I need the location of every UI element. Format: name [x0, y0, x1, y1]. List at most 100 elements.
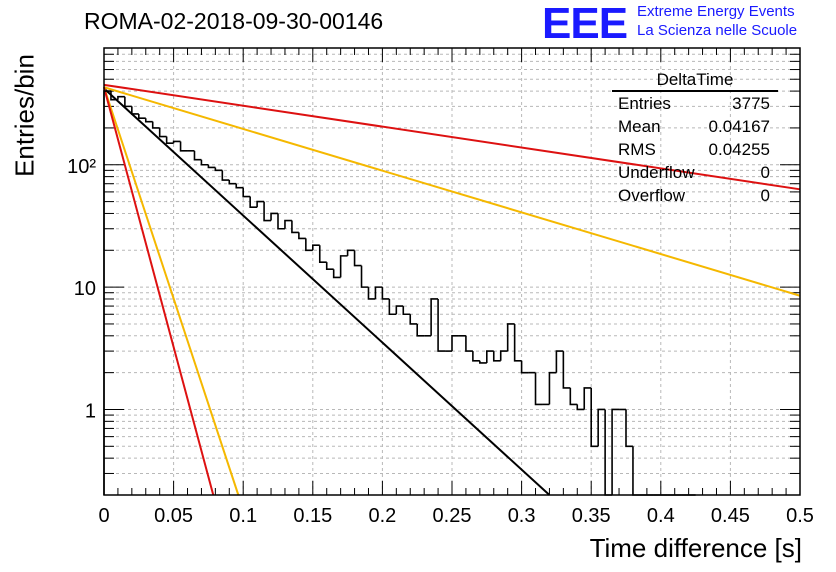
- histogram-bin: [492, 351, 501, 362]
- stats-box: DeltaTime Entries 3775 Mean 0.04167 RMS 0.0…: [612, 70, 778, 207]
- logo-line-2: La Scienza nelle Scuole: [637, 22, 798, 39]
- histogram-bin: [604, 409, 613, 496]
- histogram-bin: [611, 408, 620, 495]
- fit-lines: [103, 83, 801, 496]
- histogram-bin: [437, 298, 446, 352]
- histogram-bin: [534, 372, 543, 406]
- stats-value: 0.04167: [708, 117, 770, 136]
- stats-title: DeltaTime: [612, 70, 778, 92]
- histogram-bin: [332, 269, 341, 279]
- histogram-bin: [325, 262, 334, 271]
- histogram-bin: [193, 150, 202, 161]
- histogram-bin: [235, 183, 244, 189]
- histogram-bin: [590, 387, 599, 448]
- axis-ticks: [103, 47, 801, 496]
- logo-line-1: Extreme Energy Events: [637, 3, 795, 20]
- stats-row-overflow: Overflow 0: [612, 184, 778, 207]
- stats-label: Underflow: [618, 163, 695, 182]
- histogram-bin: [312, 244, 320, 251]
- histogram-bin: [256, 200, 265, 208]
- histogram-bin: [151, 121, 160, 129]
- histogram-bin: [249, 196, 258, 208]
- histogram-bin: [172, 140, 181, 144]
- histogram-bin: [284, 219, 292, 229]
- histogram-bin: [228, 180, 237, 185]
- stats-row-underflow: Underflow 0: [612, 161, 778, 184]
- fit-line: [103, 83, 801, 191]
- histogram-bin: [339, 255, 348, 278]
- x-tick-label: 0.15: [293, 505, 332, 527]
- histogram-bin: [291, 220, 299, 234]
- histogram-bin: [144, 118, 153, 123]
- histogram-bin: [562, 351, 571, 389]
- x-tick-label: 0.5: [786, 505, 814, 527]
- stats-label: Overflow: [618, 186, 686, 205]
- histogram-bin: [367, 287, 376, 300]
- x-tick-labels: 0 0.05 0.1 0.15 0.2 0.25 0.3 0.35 0.4 0.45 0.5: [98, 505, 813, 527]
- histogram-bin: [131, 106, 139, 115]
- histogram-bin: [110, 91, 118, 101]
- histogram-bin: [513, 323, 522, 362]
- histogram-bin: [520, 360, 529, 374]
- fit-line: [103, 86, 240, 496]
- histogram-bin: [318, 245, 327, 263]
- histogram-bin: [221, 170, 230, 181]
- x-tick-label: 0.35: [572, 505, 611, 527]
- histogram-bin: [388, 298, 397, 316]
- stats-value: 0: [760, 163, 770, 182]
- stats-value: 0.04255: [708, 140, 770, 159]
- histogram-bin: [625, 409, 633, 448]
- histogram-bin: [179, 141, 188, 152]
- chart-title: ROMA-02-2018-09-30-00146: [84, 8, 384, 34]
- x-tick-label: 0.25: [433, 505, 472, 527]
- y-tick-label: 1: [85, 400, 96, 422]
- y-tick-label: 10: [74, 278, 96, 300]
- stats-label: RMS: [618, 140, 656, 159]
- histogram-bin: [263, 201, 272, 222]
- histogram-bin: [632, 446, 640, 496]
- histogram-bin: [305, 238, 313, 252]
- x-tick-label: 0.45: [711, 505, 750, 527]
- stats-label: Entries: [618, 94, 671, 113]
- histogram-bin: [451, 335, 459, 352]
- histogram-bin: [200, 159, 209, 166]
- x-tick-label: 0.1: [229, 505, 257, 527]
- x-tick-label: 0.2: [368, 505, 396, 527]
- histogram-bin: [506, 323, 515, 352]
- histogram-bin: [214, 167, 223, 172]
- x-tick-label: 0: [98, 505, 109, 527]
- histogram-bin: [555, 350, 564, 373]
- histogram-bin: [395, 305, 404, 315]
- x-tick-label: 0.05: [154, 505, 193, 527]
- fit-line: [103, 86, 801, 297]
- plot-frame: [103, 47, 801, 496]
- stats-row-mean: Mean 0.04167: [612, 115, 778, 138]
- histogram-bin: [124, 96, 132, 108]
- histogram-bin: [207, 164, 216, 169]
- histogram-bin: [381, 287, 390, 300]
- histogram-bin: [346, 249, 355, 256]
- eee-logo: EEE: [542, 0, 628, 48]
- histogram-bin: [472, 351, 480, 362]
- y-axis-label: Entries/bin: [9, 54, 40, 177]
- histogram-bin: [165, 136, 174, 145]
- histogram-bin: [465, 335, 473, 352]
- fit-line: [103, 86, 215, 496]
- x-tick-label: 0.3: [508, 505, 536, 527]
- y-tick-labels: 1 10 10²: [67, 156, 96, 423]
- histogram-bin: [138, 113, 146, 120]
- stats-row-entries: Entries 3775: [612, 92, 778, 115]
- histogram-bin: [409, 314, 418, 325]
- fit-line: [103, 87, 551, 496]
- histogram-bin: [499, 350, 508, 361]
- histogram-bin: [416, 323, 425, 337]
- histogram-bin: [353, 250, 362, 267]
- histogram-bin: [277, 213, 285, 230]
- histogram-bin: [597, 408, 606, 447]
- stats-value: 3775: [732, 94, 770, 113]
- x-axis-label: Time difference [s]: [589, 533, 802, 563]
- histogram-bin: [486, 350, 494, 363]
- histogram-bin: [402, 306, 411, 316]
- histogram-bin: [117, 95, 125, 100]
